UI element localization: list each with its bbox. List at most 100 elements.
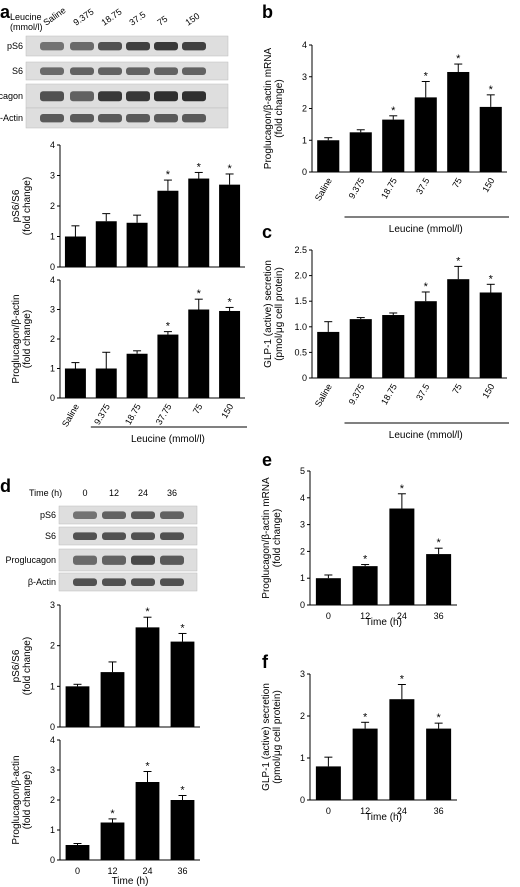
bar <box>157 190 179 267</box>
panel-letter-f: f <box>262 652 269 672</box>
x-tick-label: Saline <box>313 176 334 203</box>
blot-band <box>160 555 184 565</box>
significance-star: * <box>197 161 202 173</box>
significance-star: * <box>363 554 368 566</box>
significance-star: * <box>489 84 494 96</box>
y-tick-label: 2 <box>302 104 307 114</box>
blot-band <box>40 91 64 102</box>
chart-a2: 0 1 2 3 4 Proglucagon/β-actin (fold change) Sal… <box>11 275 247 445</box>
y-axis-label: Proglucagon/β-actin <box>11 294 22 383</box>
x-tick-label: 12 <box>360 611 370 621</box>
significance-star: * <box>391 105 396 117</box>
blot-band <box>40 42 64 51</box>
blot-strip <box>58 526 198 546</box>
blot-row-label: Proglucagon <box>5 555 56 565</box>
blot-band <box>102 555 126 565</box>
blot-column-label: 0 <box>82 488 87 498</box>
y-tick-label: 3 <box>50 305 55 315</box>
x-tick-label: 24 <box>397 611 407 621</box>
significance-star: * <box>456 255 461 267</box>
bar <box>157 334 179 398</box>
blot-column-label: 150 <box>183 11 201 28</box>
bar <box>65 686 90 727</box>
blot-band <box>70 67 94 75</box>
x-tick-label: 9.375 <box>347 382 367 407</box>
blot-row-label: S6 <box>45 531 56 541</box>
bar <box>188 309 210 398</box>
significance-star: * <box>145 761 150 773</box>
y-tick-label: 1 <box>300 753 305 763</box>
x-axis-label: Leucine (mmol/l) <box>131 434 205 445</box>
y-axis-label: (fold change) <box>22 771 33 829</box>
y-tick-label: 3 <box>50 171 55 181</box>
y-axis-label: Proglucagon/β-actin <box>11 755 22 844</box>
x-tick-label: Saline <box>313 382 334 409</box>
y-tick-label: 2.0 <box>294 271 307 281</box>
significance-star: * <box>456 53 461 65</box>
x-tick-label: 75 <box>450 382 464 396</box>
blot-row-label: pS6 <box>7 41 23 51</box>
bar <box>389 508 415 605</box>
bar <box>126 353 148 398</box>
x-axis-label: Leucine (mmol/l) <box>389 430 463 441</box>
blot-band <box>154 91 178 102</box>
bar <box>170 641 195 727</box>
y-tick-label: 0 <box>302 167 307 177</box>
y-tick-label: 4 <box>300 493 305 503</box>
significance-star: * <box>363 711 368 723</box>
y-tick-label: 4 <box>50 140 55 150</box>
blot-band <box>98 114 122 123</box>
y-tick-label: 2.5 <box>294 245 307 255</box>
significance-star: * <box>424 281 429 293</box>
panel-letter-a: a <box>0 2 11 22</box>
y-axis-label: (fold change) <box>22 637 33 695</box>
y-tick-label: 2 <box>50 641 55 651</box>
y-tick-label: 5 <box>300 466 305 476</box>
blot-band <box>131 532 155 540</box>
x-axis-label: Leucine (mmol/l) <box>389 224 463 235</box>
bar <box>95 368 117 398</box>
y-axis-label: (fold change) <box>274 79 285 137</box>
blot-band <box>73 578 97 586</box>
bar <box>100 822 125 860</box>
blot-header-label: Time (h) <box>29 488 62 498</box>
bar <box>95 221 117 267</box>
blot-band <box>40 114 64 123</box>
blot-strip <box>58 572 198 592</box>
significance-star: * <box>145 606 150 618</box>
bar <box>382 119 405 172</box>
y-tick-label: 2 <box>50 795 55 805</box>
blot-band <box>102 511 126 519</box>
blot-band <box>70 114 94 123</box>
x-tick-label: 9.375 <box>347 176 367 201</box>
significance-star: * <box>489 273 494 285</box>
significance-star: * <box>110 808 115 820</box>
y-axis-label: (pmol/μg cell protein) <box>272 690 283 784</box>
chart-c: 0 0.5 1.0 1.5 2.0 2.5 GLP-1 (active) secretion… <box>263 245 509 441</box>
y-tick-label: 3 <box>302 72 307 82</box>
significance-star: * <box>227 296 232 308</box>
x-tick-label: 36 <box>177 866 187 876</box>
x-tick-label: 37.75 <box>154 402 174 427</box>
y-axis-label: Proglucagon/β-actin mRNA <box>263 47 274 169</box>
x-tick-label: 0 <box>75 866 80 876</box>
y-tick-label: 2 <box>50 334 55 344</box>
x-tick-label: 150 <box>480 382 496 400</box>
chart-b: 0 1 2 3 4 Proglucagon/β-actin mRNA (fold chang… <box>263 40 509 235</box>
x-tick-label: 150 <box>480 176 496 194</box>
x-tick-label: 18.75 <box>379 176 399 201</box>
blot-row-label: β-Actin <box>28 577 56 587</box>
y-tick-label: 3 <box>50 600 55 610</box>
bar <box>414 97 437 172</box>
x-tick-label: 24 <box>142 866 152 876</box>
y-axis-label: Proglucagon/β-actin mRNA <box>261 477 272 599</box>
y-tick-label: 1 <box>300 573 305 583</box>
bar <box>352 566 378 605</box>
y-axis-label: (fold change) <box>22 177 33 235</box>
y-tick-label: 2 <box>300 546 305 556</box>
x-tick-label: 0 <box>326 611 331 621</box>
blot-band <box>131 555 155 565</box>
